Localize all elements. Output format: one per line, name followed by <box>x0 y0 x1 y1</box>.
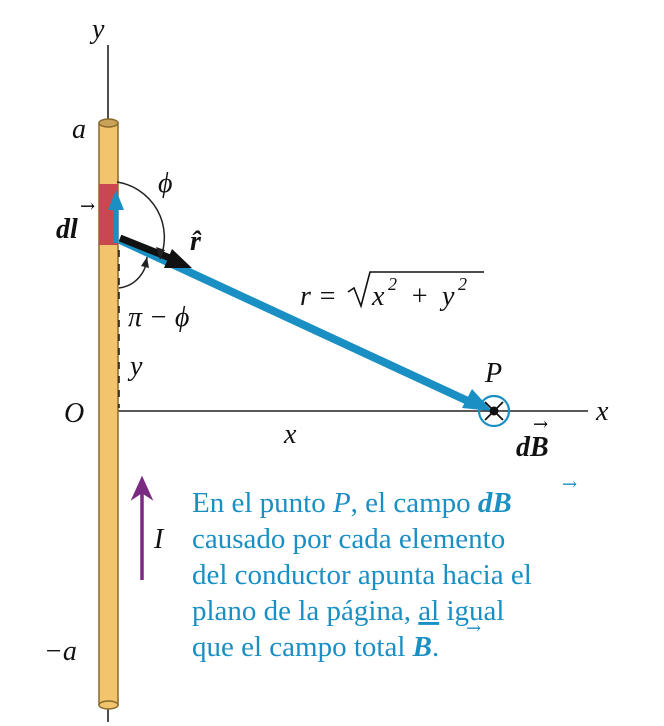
y-axis-label: y <box>89 14 105 45</box>
caption-line-2: causado por cada elemento <box>192 523 505 555</box>
caption-line-4: plano de la página, al igual <box>192 595 504 627</box>
phi-label: ϕ <box>158 168 173 199</box>
origin-label: O <box>64 398 84 429</box>
caption-line-1-a: En el punto <box>192 487 333 519</box>
phi-arc-head <box>156 247 165 259</box>
y-distance-label: y <box>127 351 143 382</box>
conductor-bottom-cap <box>98 700 119 710</box>
r-equation-y: y <box>439 281 455 312</box>
caption-line-5: que el campo total B. <box>192 631 439 663</box>
r-equation-y-exp: 2 <box>458 274 467 294</box>
top-end-label: a <box>72 114 86 145</box>
caption-line-5-a: que el campo total <box>192 631 413 663</box>
r-equation-x: x <box>371 281 385 312</box>
pi-minus-phi-angle-arc <box>118 256 148 289</box>
dB-label: dB <box>516 432 549 463</box>
caption-line-4-underlined: al <box>418 595 439 627</box>
r-equation-left: r = <box>300 281 337 312</box>
caption-B-vector-accent: → <box>466 618 481 639</box>
r-vector-head <box>462 389 492 411</box>
caption-dB-vector-accent: → <box>562 474 577 495</box>
dB-vector-accent: → <box>533 414 548 435</box>
bottom-end-label: −a <box>44 636 77 667</box>
caption-line-4-a: plano de la página, <box>192 595 418 627</box>
caption-dB: dB <box>478 487 512 519</box>
phi-angle-arc <box>116 181 166 260</box>
sqrt-radical-sign <box>347 271 484 309</box>
r-hat-label: r̂ <box>190 226 202 257</box>
r-equation-x-exp: 2 <box>388 274 397 294</box>
x-distance-label: x <box>283 419 297 450</box>
caption-line-1-b: , el campo <box>351 487 478 519</box>
r-hat-vector-head <box>164 249 192 268</box>
into-page-x-2 <box>484 401 504 421</box>
point-p-marker <box>477 394 511 428</box>
dl-label: dl <box>56 214 78 245</box>
current-label: I <box>153 524 165 555</box>
caption-line-5-end: . <box>432 631 439 663</box>
caption-line-1: En el punto P, el campo dB <box>192 487 512 519</box>
pi-minus-phi-label: π − ϕ <box>128 302 189 333</box>
pi-minus-phi-arc-head <box>141 257 149 268</box>
r-equation-plus: + <box>410 281 429 312</box>
x-axis-label: x <box>595 396 609 427</box>
dl-vector-head <box>108 190 124 210</box>
caption-point-p: P <box>332 487 351 519</box>
conductor-top-cap <box>98 118 119 128</box>
current-arrow-head <box>130 475 154 501</box>
caption-line-3: del conductor apunta hacia el <box>192 559 532 591</box>
caption-total-B: B <box>412 631 432 663</box>
caption-line-4-b: igual <box>439 595 504 627</box>
point-p-label: P <box>484 358 502 389</box>
dl-vector-accent: → <box>80 196 95 217</box>
